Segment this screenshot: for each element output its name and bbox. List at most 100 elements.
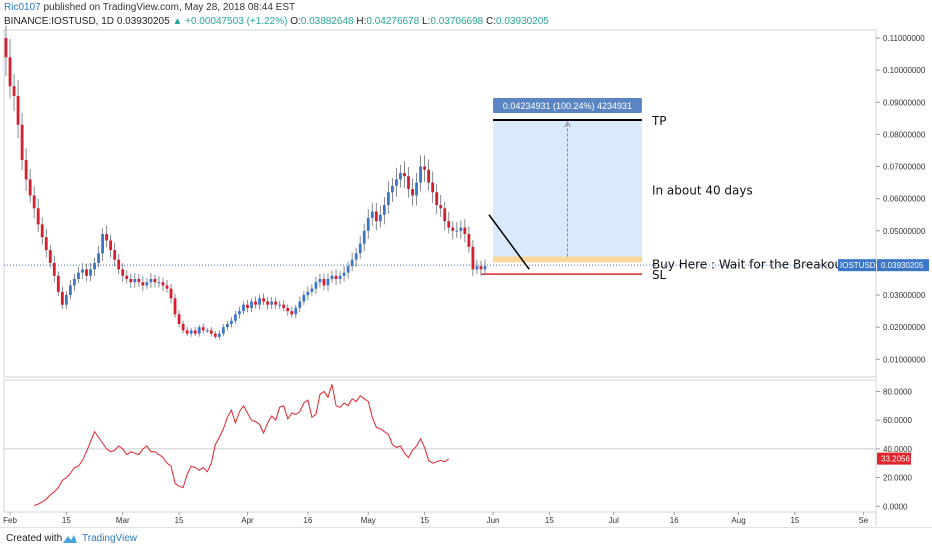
candle-up	[318, 279, 322, 283]
time-scale[interactable]: Feb 15 Mar 15 Apr 16 May 15 Jun 15 Jul 16 Aug 15 Se	[3, 511, 876, 525]
candle-up	[89, 269, 92, 276]
price-tick-label: 0.01000000	[883, 355, 926, 364]
low-label: L:	[422, 16, 431, 27]
candle-down	[185, 330, 189, 334]
candle-up	[346, 266, 350, 273]
price-tick-label: 0.07000000	[883, 163, 926, 172]
sl-label: SL	[652, 268, 667, 282]
candle-up	[326, 279, 330, 286]
entry-zone[interactable]	[493, 256, 642, 263]
current-rsi-label: 33.2056	[881, 455, 910, 464]
candle-down	[121, 269, 125, 276]
symbol-info-line: BINANCE:IOSTUSD, 1D 0.03930205 ▲ +0.0004…	[4, 16, 549, 27]
price-tick-label: 0.03000000	[883, 291, 926, 300]
price-tick-label: 0.08000000	[883, 130, 926, 139]
candle-up	[205, 330, 209, 332]
rsi-line[interactable]	[34, 384, 450, 506]
rsi-tick-label: 60.0000	[883, 416, 912, 425]
candlestick-series[interactable]	[4, 25, 487, 340]
candle-up	[81, 269, 84, 273]
time-tick-label: 15	[62, 516, 71, 525]
annotation-labels: TP In about 40 days Buy Here : Wait for …	[651, 114, 847, 282]
rsi-tick-label: 0.0000	[883, 502, 908, 511]
candle-down	[137, 279, 141, 283]
entry-label: Buy Here : Wait for the Breakout	[652, 258, 847, 272]
candle-down	[209, 330, 213, 334]
candle-down	[427, 169, 431, 183]
candle-up	[382, 205, 386, 215]
created-with-label: Created with	[6, 533, 63, 544]
candle-down	[479, 266, 483, 270]
candle-down	[32, 195, 36, 209]
candle-up	[133, 279, 137, 283]
candle-up	[330, 275, 334, 280]
publisher-username[interactable]: Ric0107	[4, 2, 41, 13]
candle-down	[266, 301, 270, 305]
candle-up	[270, 301, 274, 305]
candle-down	[274, 301, 278, 305]
candle-up	[378, 214, 382, 222]
candle-down	[24, 160, 28, 180]
candle-down	[109, 240, 113, 251]
current-price-label: 0.03930205	[881, 261, 924, 270]
candle-down	[290, 311, 294, 315]
candle-down	[447, 221, 451, 228]
candle-down	[193, 330, 197, 334]
candle-up	[157, 282, 161, 284]
time-tick-label: 16	[670, 516, 679, 525]
candle-up	[342, 272, 346, 276]
candle-down	[471, 246, 475, 270]
candle-up	[386, 192, 390, 206]
candle-up	[230, 320, 233, 324]
candle-up	[234, 314, 237, 321]
candle-up	[189, 330, 193, 334]
candle-down	[4, 38, 8, 58]
candle-down	[407, 176, 410, 190]
candle-down	[141, 282, 145, 286]
candle-down	[467, 234, 471, 247]
price-tick-label: 0.02000000	[883, 323, 926, 332]
price-chart[interactable]: 0.11000000 0.10000000 0.09000000 0.08000000…	[0, 0, 932, 528]
candle-up	[238, 311, 241, 315]
current-rsi-tag	[877, 452, 911, 465]
price-tick-label: 0.09000000	[883, 98, 926, 107]
candle-up	[97, 253, 100, 263]
candle-down	[463, 227, 467, 235]
candle-up	[64, 295, 68, 305]
candle-down	[161, 282, 165, 286]
rsi-tick-label: 40.0000	[883, 445, 912, 454]
candle-down	[8, 57, 12, 87]
tradingview-logo-icon[interactable]	[62, 533, 78, 545]
candle-up	[459, 227, 463, 231]
candle-down	[113, 250, 117, 260]
candle-down	[435, 192, 439, 206]
candle-down	[36, 208, 40, 225]
candle-down	[403, 172, 406, 177]
candle-down	[374, 211, 378, 222]
candle-down	[165, 285, 169, 289]
candle-up	[415, 182, 418, 196]
candle-up	[419, 166, 422, 183]
candle-down	[262, 298, 265, 302]
candle-down	[125, 275, 129, 280]
candle-down	[181, 323, 185, 331]
candle-up	[354, 253, 358, 260]
tradingview-brand-link[interactable]: TradingView	[82, 533, 138, 544]
candle-up	[278, 304, 282, 306]
price-tick-label: 0.05000000	[883, 227, 926, 236]
candle-down	[20, 124, 24, 161]
candle-down	[40, 224, 44, 238]
rsi-scale[interactable]: 80.0000 60.0000 40.0000 20.0000 0.0000	[876, 387, 912, 511]
time-tick-label: 16	[303, 516, 312, 525]
rsi-pane-frame	[3, 379, 877, 513]
price-scale[interactable]: 0.11000000 0.10000000 0.09000000 0.08000000…	[876, 34, 926, 364]
drawing-layer[interactable]: 0.04234931 (100.24%) 4234931	[480, 97, 642, 275]
low-value: 0.03706698	[430, 16, 484, 27]
candle-down	[246, 304, 249, 308]
candle-down	[201, 327, 205, 331]
candle-up	[77, 272, 80, 280]
candle-down	[12, 86, 16, 96]
candle-down	[439, 205, 443, 209]
candle-down	[451, 227, 455, 231]
trendline[interactable]	[488, 214, 530, 270]
